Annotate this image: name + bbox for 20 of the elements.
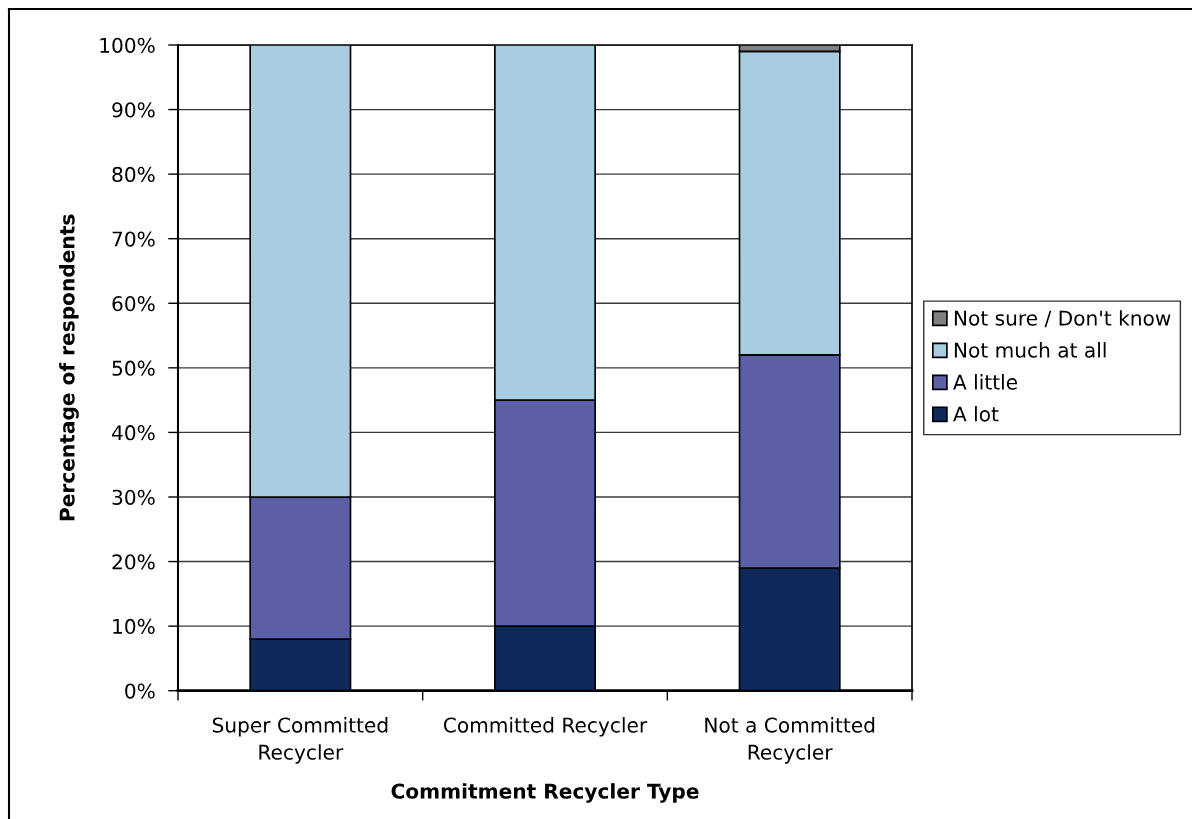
x-tick-label: Not a Committed Recycler (705, 717, 875, 764)
legend-label: A lot (953, 406, 999, 422)
y-tick-label: 60% (112, 295, 155, 312)
y-tick-label: 50% (112, 360, 155, 376)
x-axis-title: Commitment Recycler Type (391, 783, 699, 803)
legend-label: Not sure / Don't know (954, 310, 1171, 328)
legend-label: Not much at all (954, 342, 1106, 358)
y-tick-label: 10% (113, 618, 155, 635)
x-tick-label: Super Committed Recycler (212, 717, 388, 764)
y-tick-label: 20% (112, 554, 155, 570)
y-tick-label: 90% (112, 102, 155, 118)
y-tick-label: 0% (125, 683, 155, 699)
legend-label: A little (953, 374, 1018, 390)
y-tick-label: 40% (112, 425, 155, 441)
y-tick-label: 30% (112, 489, 155, 505)
x-tick-label: Committed Recycler (443, 717, 648, 737)
y-axis-title: Percentage of respondents (59, 214, 79, 521)
y-tick-label: 80% (112, 166, 155, 183)
y-tick-label: 70% (112, 231, 155, 247)
y-tick-label: 100% (100, 37, 155, 53)
